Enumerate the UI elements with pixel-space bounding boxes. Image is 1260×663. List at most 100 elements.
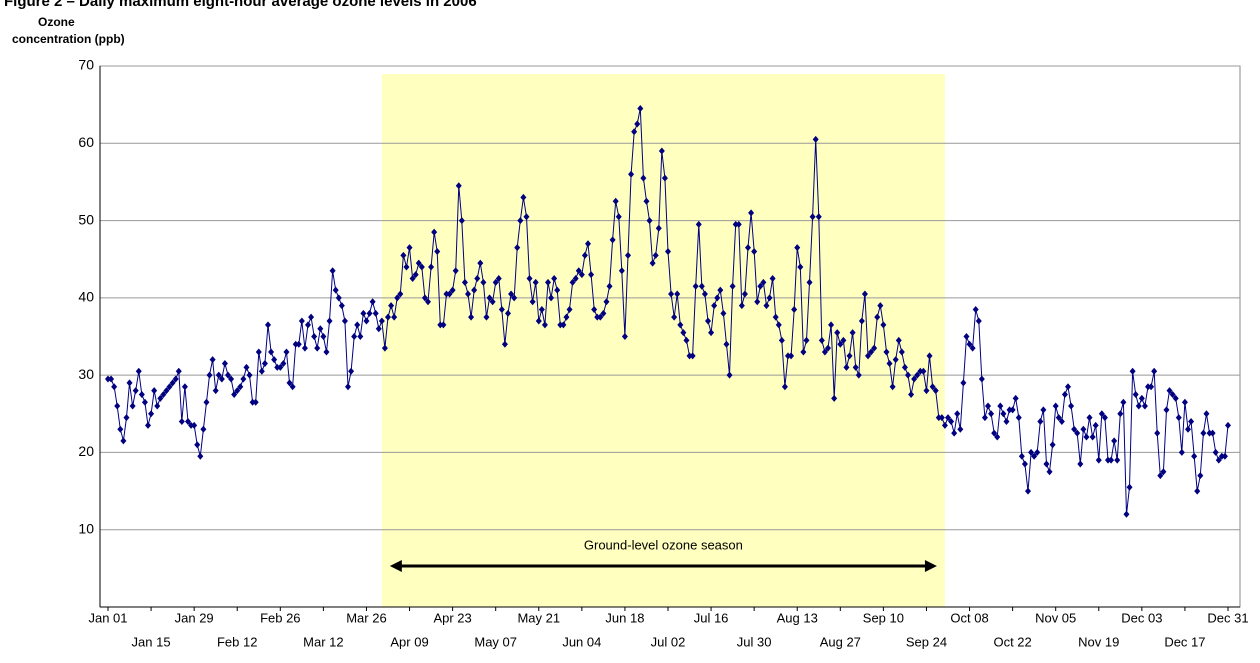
data-point	[935, 414, 942, 422]
data-point	[240, 375, 247, 383]
data-point	[378, 317, 385, 325]
data-point	[606, 282, 613, 290]
data-point	[794, 244, 801, 252]
data-point	[468, 313, 475, 321]
data-point	[397, 290, 404, 298]
data-point	[181, 383, 188, 391]
data-point	[160, 390, 167, 398]
data-point	[412, 271, 419, 279]
data-point	[341, 317, 348, 325]
data-point	[443, 290, 450, 298]
data-point	[228, 375, 235, 383]
data-point	[489, 298, 496, 306]
data-point	[545, 278, 551, 286]
data-point	[403, 263, 410, 271]
data-point	[400, 251, 407, 259]
data-point	[548, 294, 555, 302]
data-point	[320, 333, 327, 340]
data-point	[1209, 429, 1216, 437]
x-tick-label: Nov 05	[1035, 610, 1076, 625]
data-point	[474, 275, 481, 283]
data-point	[194, 441, 201, 449]
data-point	[215, 371, 222, 379]
data-point	[1025, 487, 1031, 495]
data-point	[846, 352, 853, 360]
data-point	[1043, 460, 1050, 468]
data-point	[1148, 383, 1155, 391]
data-point	[898, 348, 905, 356]
data-point	[889, 383, 896, 391]
x-tick-label: Jan 01	[88, 610, 127, 625]
y-axis-label: concentration (ppb)	[12, 32, 125, 46]
data-point	[852, 363, 859, 371]
data-point	[335, 294, 342, 302]
data-point	[1181, 398, 1188, 406]
data-point	[197, 452, 204, 460]
data-point	[735, 220, 742, 228]
data-point	[686, 352, 693, 360]
data-point	[834, 329, 841, 337]
data-point	[385, 313, 391, 321]
data-point	[785, 352, 791, 360]
data-point	[1172, 394, 1179, 402]
data-point	[129, 402, 136, 410]
y-axis-label: Ozone	[38, 15, 75, 29]
data-point	[218, 375, 225, 383]
data-point	[1018, 452, 1025, 460]
data-point	[1141, 402, 1148, 410]
data-point	[1126, 483, 1133, 491]
data-point	[421, 294, 428, 302]
data-point	[348, 367, 355, 375]
data-point	[988, 410, 995, 418]
data-point	[1111, 437, 1118, 445]
data-point	[326, 317, 333, 325]
data-point	[772, 313, 779, 321]
data-point	[289, 383, 296, 391]
data-point	[185, 418, 191, 426]
data-point	[1052, 402, 1059, 410]
data-point	[797, 263, 804, 271]
data-point	[563, 313, 570, 321]
data-point	[1074, 429, 1081, 437]
data-point	[809, 213, 816, 221]
data-point	[388, 302, 395, 310]
data-point	[1003, 418, 1010, 426]
data-point	[938, 414, 945, 422]
data-point	[1218, 452, 1225, 460]
data-point	[1040, 406, 1047, 414]
data-point	[640, 174, 647, 182]
data-point	[609, 236, 616, 244]
data-point	[1105, 456, 1111, 464]
data-point	[1203, 410, 1210, 418]
data-point	[588, 271, 595, 279]
data-point	[643, 197, 650, 205]
data-point	[951, 429, 958, 437]
data-point	[692, 282, 699, 290]
data-point	[1225, 421, 1231, 429]
data-point	[868, 348, 875, 356]
data-point	[1028, 448, 1035, 456]
data-point	[788, 352, 795, 360]
data-point	[803, 336, 810, 344]
data-point	[1061, 390, 1068, 398]
data-point	[806, 278, 813, 286]
data-point	[406, 244, 413, 252]
data-point	[431, 228, 438, 236]
data-point	[926, 352, 933, 360]
data-point	[1089, 433, 1096, 441]
data-point	[600, 309, 607, 317]
data-point	[141, 398, 148, 406]
data-point	[234, 387, 241, 395]
x-tick-label: Jan 29	[175, 610, 214, 625]
data-point	[818, 336, 825, 344]
data-point	[566, 305, 573, 313]
x-tick-label: Mar 12	[303, 634, 343, 649]
data-point	[532, 278, 539, 286]
data-point	[625, 251, 631, 259]
data-point	[231, 390, 238, 398]
x-tick-label: Mar 26	[346, 610, 386, 625]
data-point	[831, 394, 838, 402]
data-point	[529, 298, 536, 306]
x-tick-label: Jun 18	[605, 610, 644, 625]
data-point	[261, 360, 268, 368]
